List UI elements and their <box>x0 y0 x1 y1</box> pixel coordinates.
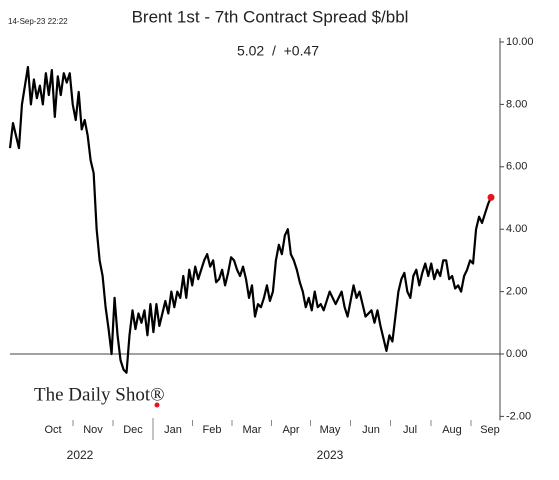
watermark-dot <box>154 402 160 408</box>
x-tick-label: Jul <box>403 424 417 436</box>
x-tick-label: Feb <box>203 424 222 436</box>
chart-title: Brent 1st - 7th Contract Spread $/bbl <box>132 7 409 26</box>
data-line <box>8 65 493 374</box>
x-tick-label: Mar <box>243 424 262 436</box>
y-tick-label: 6.00 <box>506 161 527 173</box>
timestamp: 14-Sep-23 22:22 <box>8 17 68 26</box>
y-tick-label: -2.00 <box>506 410 531 422</box>
x-tick-label: Aug <box>442 424 462 436</box>
watermark: The Daily Shot® <box>34 384 165 405</box>
y-tick-label: 8.00 <box>506 98 527 110</box>
y-tick-label: 2.00 <box>506 286 527 298</box>
x-tick-label: Sep <box>480 424 500 436</box>
x-tick-label: May <box>320 424 341 436</box>
y-tick-label: 4.00 <box>506 223 527 235</box>
year-label: 2022 <box>67 448 94 462</box>
x-tick-label: Oct <box>44 424 61 436</box>
subtitle: 5.02 / +0.47 <box>237 43 319 59</box>
x-tick-label: Apr <box>282 424 299 436</box>
year-label: 2023 <box>317 448 344 462</box>
y-tick-label: 10.00 <box>506 36 534 48</box>
last-point <box>487 193 495 201</box>
y-tick-label: 0.00 <box>506 348 527 360</box>
x-tick-label: Nov <box>83 424 103 436</box>
x-tick-label: Dec <box>123 424 143 436</box>
x-tick-label: Jun <box>362 424 380 436</box>
x-tick-label: Jan <box>164 424 182 436</box>
